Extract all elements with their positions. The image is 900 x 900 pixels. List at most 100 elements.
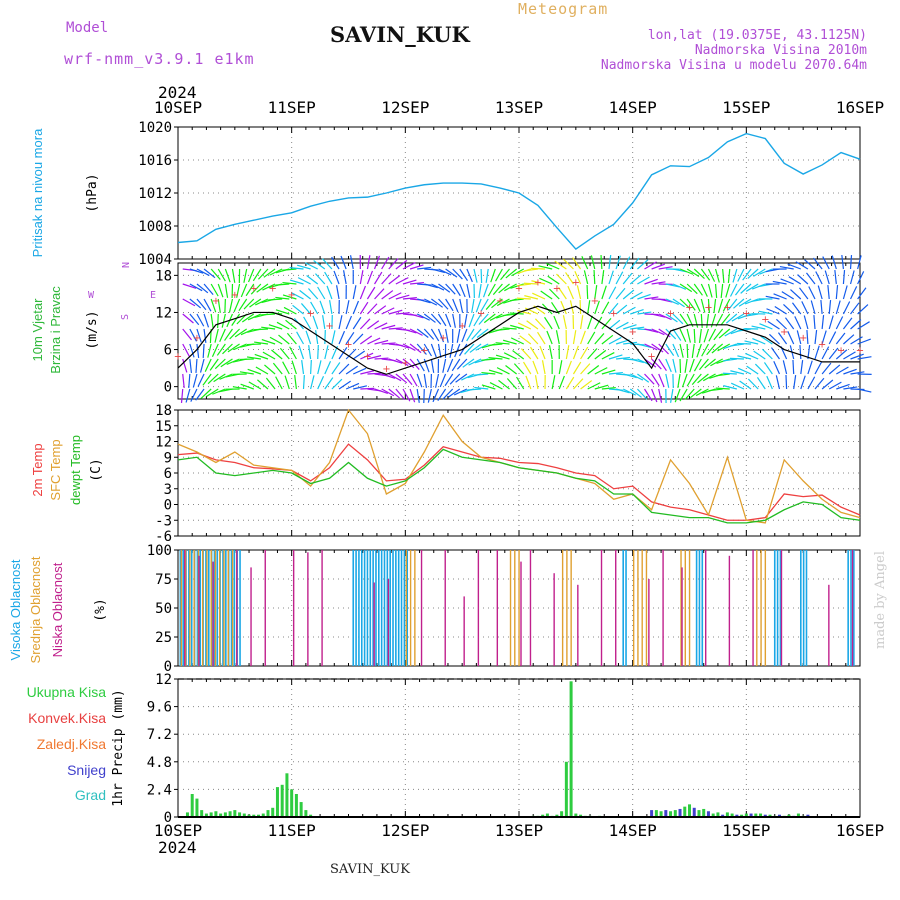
wind-arrow (828, 381, 842, 390)
wind-arrow (587, 315, 593, 330)
y-tick-label: 0 (164, 810, 172, 826)
wind-arrow (455, 373, 468, 383)
wind-arrow (214, 358, 226, 370)
wind-arrow (580, 363, 591, 375)
wind-arrow (388, 358, 403, 364)
wind-arrow (459, 283, 466, 298)
precip-unit: 1hr Precip (mm) (111, 689, 126, 806)
wind-arrow (630, 358, 645, 364)
wind-arrow (814, 377, 825, 390)
wind-arrow (849, 270, 855, 285)
wind-gust-marker: + (856, 346, 864, 357)
wind-arrow (539, 345, 546, 360)
wind-arrow (821, 362, 832, 375)
wind-arrow (835, 300, 841, 315)
wind-arrow (449, 343, 454, 358)
wind-gust-marker: + (231, 290, 239, 301)
wind-arrow (658, 266, 673, 270)
wind-gust-marker: + (458, 321, 466, 332)
wind-arrow (601, 352, 615, 360)
wind-arrow (658, 358, 667, 372)
wind-arrow (814, 361, 823, 375)
wind-arrow (850, 371, 865, 375)
wind-arrow (409, 358, 420, 370)
wind-arrow (665, 328, 677, 340)
wind-arrow (779, 265, 794, 270)
wind-arrow (301, 360, 305, 375)
wind-arrow (729, 283, 738, 297)
wind-arrow (553, 315, 560, 330)
wind-arrow (843, 334, 855, 345)
wind-arrow (437, 328, 445, 343)
wind-arrow (189, 343, 195, 358)
wind-arrow (677, 373, 681, 388)
wind-arrow (210, 268, 221, 280)
wind-arrow (423, 343, 433, 357)
temp-line-2 (177, 448, 861, 524)
wind-arrow (730, 343, 745, 347)
wind-arrow (416, 343, 427, 355)
wind-arrow (857, 255, 862, 270)
wind-arrow (738, 298, 752, 307)
wind-arrow (689, 358, 695, 373)
wind-arrow (760, 335, 773, 345)
wind-arrow (658, 373, 665, 388)
wind-arrow (210, 283, 219, 297)
wind-gust-marker: + (269, 284, 277, 295)
wind-arrow (238, 298, 248, 312)
wind-arrow (644, 328, 659, 333)
wind-arrow (857, 304, 869, 315)
precip-bar (692, 807, 696, 817)
wind-arrow (388, 258, 399, 270)
wind-arrow (565, 360, 572, 375)
x-date-label-bottom: 13SEP (495, 821, 543, 840)
wind-arrow (787, 263, 802, 270)
wind-arrow (480, 298, 489, 312)
wind-title-1: 10m Vjetar (30, 298, 45, 362)
wind-arrow (629, 257, 640, 270)
wind-arrow (722, 358, 737, 362)
wind-gust-marker: + (306, 308, 314, 319)
wind-arrow (565, 272, 574, 285)
wind-arrow (246, 343, 261, 346)
wind-legend-w: W (88, 290, 95, 301)
wind-arrow (196, 343, 200, 358)
wind-arrow (430, 343, 437, 358)
precip-bar (673, 810, 677, 817)
wind-arrow (269, 336, 283, 345)
wind-arrow (651, 358, 662, 370)
wind-arrow (454, 343, 461, 358)
x-date-label-top: 10SEP (154, 98, 202, 117)
wind-arrow (498, 283, 510, 294)
wind-arrow (763, 362, 773, 375)
wind-arrow (727, 268, 731, 283)
wind-arrow (558, 360, 563, 375)
wind-title-2: Brzina i Pravac (48, 286, 63, 374)
x-date-label-top: 16SEP (836, 98, 884, 117)
wind-arrow (374, 288, 385, 300)
wind-arrow (843, 351, 856, 360)
wind-arrow (257, 379, 269, 390)
wind-arrow (590, 255, 596, 270)
model-name: wrf-nmm_v3.9.1 e1km (64, 50, 255, 68)
wind-arrow (478, 313, 489, 325)
wind-arrow (395, 358, 409, 367)
y-tick-label: 0 (164, 498, 172, 514)
wind-arrow (622, 306, 636, 315)
wind-arrow (752, 337, 766, 345)
wind-arrow (510, 324, 524, 330)
wind-arrow (445, 313, 452, 328)
wind-arrow (424, 298, 438, 306)
y-tick-label: 6 (164, 466, 172, 482)
wind-gust-marker: + (344, 339, 352, 350)
wind-arrow (305, 330, 312, 345)
wind-arrow (686, 343, 689, 359)
wind-arrow (581, 256, 589, 270)
wind-arrow (374, 305, 387, 315)
wind-arrow (538, 265, 553, 270)
wind-arrow (331, 362, 341, 375)
precip-bar (290, 789, 294, 817)
wind-arrow (342, 270, 347, 285)
wind-arrow (468, 313, 475, 328)
wind-arrow (271, 349, 283, 360)
